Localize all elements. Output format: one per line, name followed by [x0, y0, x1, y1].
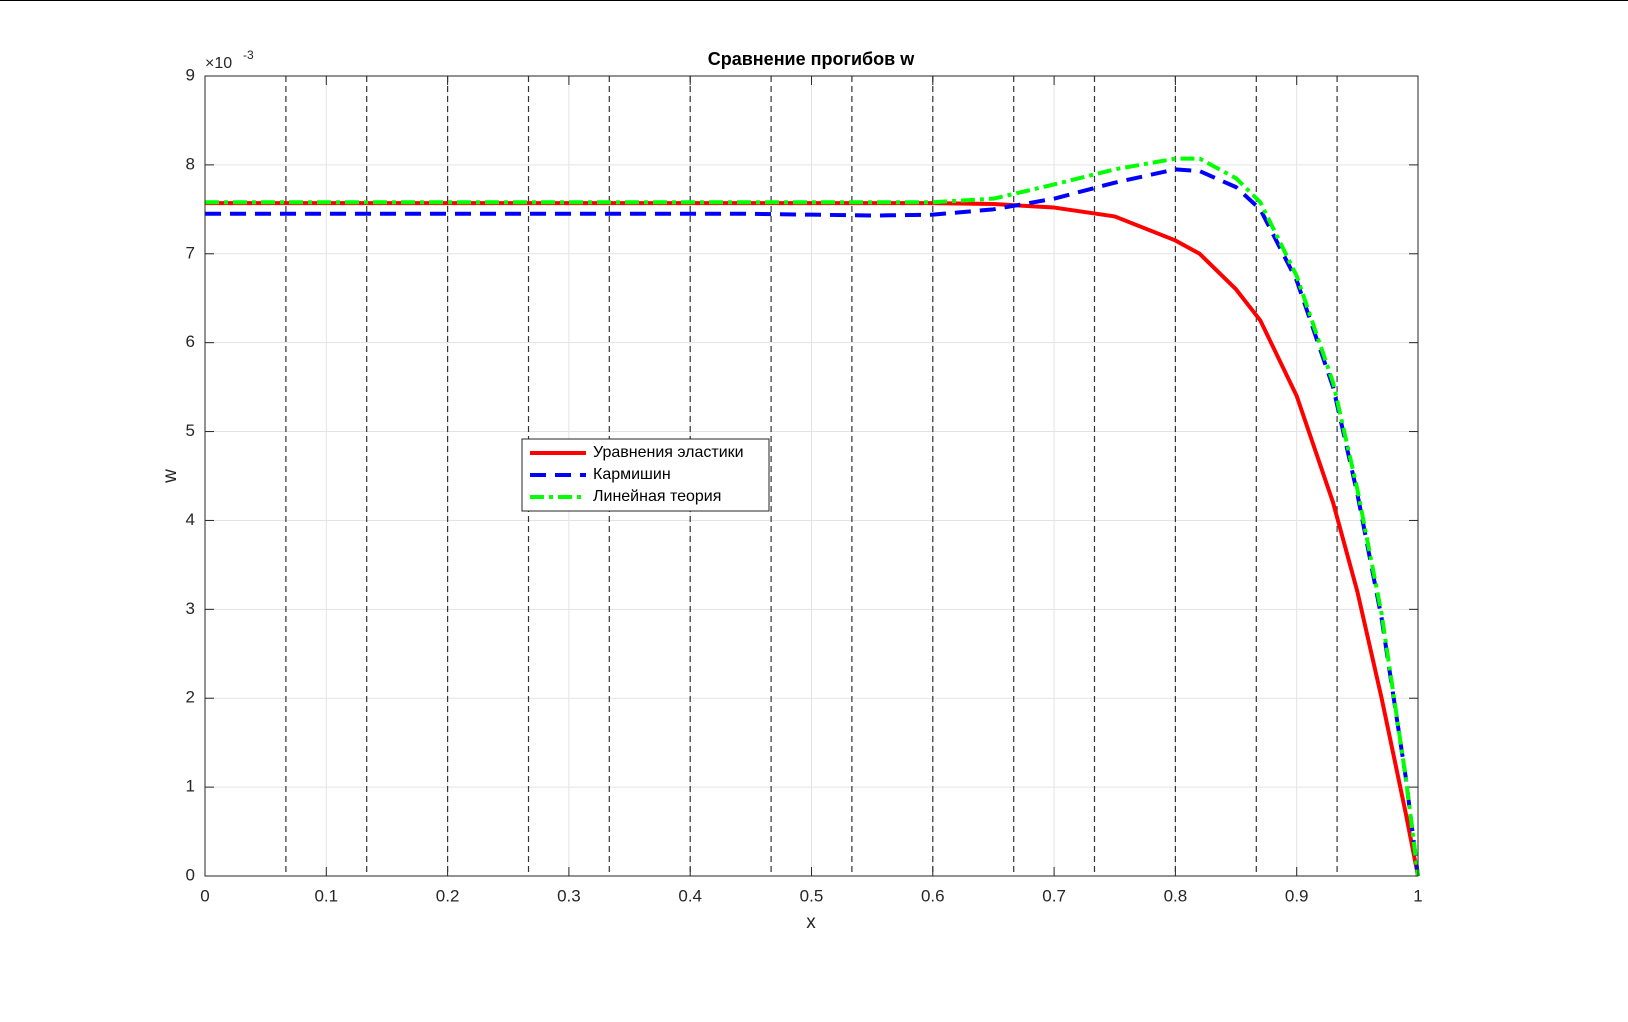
x-tick-label: 0.7	[1042, 886, 1066, 905]
legend: Уравнения эластики Кармишин Линейная теори…	[521, 438, 770, 512]
x-tick-label: 1	[1413, 886, 1422, 905]
legend-label: Уравнения эластики	[593, 444, 744, 461]
x-axis-label: x	[806, 912, 816, 933]
y-exponent: -3	[243, 48, 254, 62]
legend-label: Кармишин	[593, 466, 671, 483]
x-tick-label: 0.9	[1285, 886, 1309, 905]
legend-label: Линейная теория	[593, 488, 721, 505]
x-tick-label: 0.3	[557, 886, 581, 905]
y-tick-label: 2	[186, 688, 195, 707]
x-tick-label: 0.8	[1164, 886, 1188, 905]
y-tick-label: 1	[186, 777, 195, 796]
y-tick-label: 3	[186, 599, 195, 618]
x-tick-label: 0	[200, 886, 209, 905]
y-tick-label: 0	[186, 865, 195, 884]
y-tick-label: 4	[186, 510, 195, 529]
y-axis-label: w	[160, 469, 181, 484]
y-tick-label: 9	[186, 65, 195, 84]
y-tick-label: 6	[186, 332, 195, 351]
x-tick-label: 0.6	[921, 886, 945, 905]
y-tick-label: 7	[186, 243, 195, 262]
y-tick-label: 8	[186, 154, 195, 173]
chart-title: Сравнение прогибов w	[708, 49, 916, 69]
y-exponent-base: ×10	[205, 55, 232, 72]
y-tick-label: 5	[186, 421, 195, 440]
series-line	[205, 167, 1420, 877]
x-tick-label: 0.4	[678, 886, 702, 905]
series-line	[205, 156, 1420, 877]
x-tick-label: 0.2	[436, 886, 460, 905]
x-tick-label: 0.5	[800, 886, 824, 905]
x-tick-label: 0.1	[314, 886, 338, 905]
axes-box	[204, 75, 1419, 877]
